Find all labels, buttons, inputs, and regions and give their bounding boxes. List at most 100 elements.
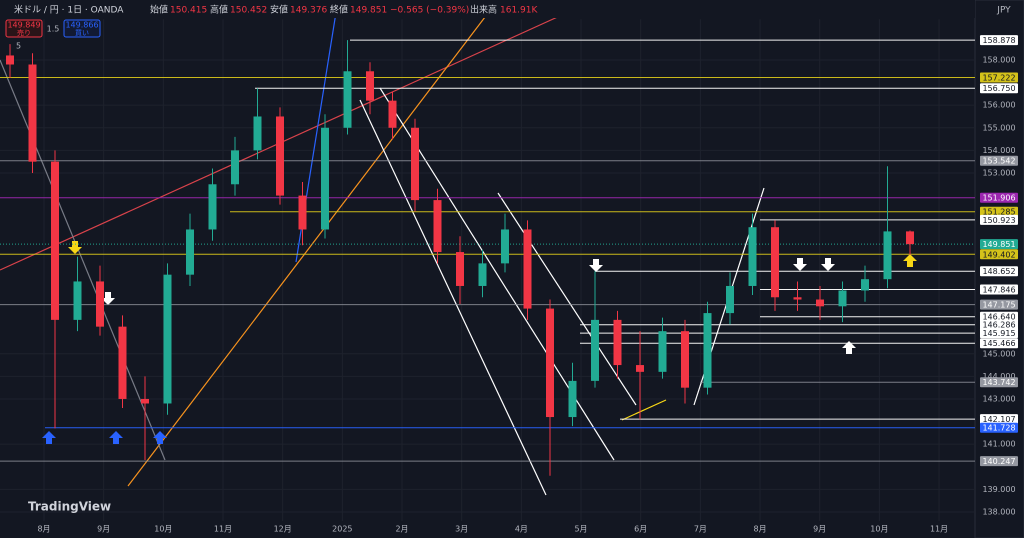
arrow (821, 258, 835, 271)
y-tick-label: 141.000 (982, 440, 1015, 449)
candle-body (658, 331, 667, 372)
symbol: 米ドル / 円 · 1日 · OANDA (14, 4, 124, 16)
level-label: 149.402 (982, 250, 1015, 259)
candle-body (591, 319, 599, 381)
ohlc-value: 150.415 (170, 6, 207, 16)
arrows (101, 258, 856, 354)
arrow (903, 254, 917, 267)
level-label-box (980, 214, 1018, 225)
level-label-box (980, 72, 1018, 83)
y-tick-label: 144.000 (982, 372, 1015, 381)
level-label-box (980, 338, 1018, 349)
ohlc-name: 終値 (330, 4, 348, 16)
candle-body (748, 227, 757, 286)
arrow (42, 431, 56, 444)
level-label-box (980, 377, 1018, 388)
level-label-box (980, 249, 1018, 260)
sell-button[interactable] (5, 19, 43, 38)
ohlc-value: 149.851 (350, 6, 387, 16)
arrows (42, 431, 167, 444)
ohlc-name: 高値 (210, 4, 228, 16)
candle-body (231, 150, 239, 185)
arrow (793, 258, 807, 271)
candle-body (636, 365, 644, 372)
level-label-box (980, 422, 1018, 433)
level-label-box (980, 284, 1018, 295)
x-tick-label: 11月 (214, 525, 232, 534)
y-tick-label: 153.000 (982, 168, 1015, 177)
arrow (589, 259, 603, 272)
x-tick-label: 3月 (455, 525, 468, 534)
level-label: 145.915 (982, 329, 1015, 338)
ohlc-name: 安値 (270, 4, 288, 16)
sell-price[interactable]: 149.849 (7, 21, 40, 30)
candle-body (73, 281, 82, 320)
x-tick-label: 9月 (97, 525, 110, 534)
x-tick-label: 2月 (395, 525, 408, 534)
candle-body (681, 331, 689, 388)
y-tick-label: 156.000 (982, 101, 1015, 110)
y-tick-label: 154.000 (982, 146, 1015, 155)
y-tick-label: 158.000 (982, 55, 1015, 64)
x-tick-label: 5月 (574, 525, 587, 534)
candle-body (141, 398, 149, 404)
ohlc-value: 150.452 (230, 6, 267, 16)
x-tick-label: 8月 (753, 525, 766, 534)
candle-body (6, 55, 14, 65)
level-label-box (980, 319, 1018, 330)
x-tick-label: 9月 (813, 525, 826, 534)
x-tick-label: 2025 (332, 525, 352, 534)
level-label-box (980, 299, 1018, 310)
candle-body (771, 227, 779, 298)
level-label-box (980, 456, 1018, 467)
trendline (621, 399, 667, 421)
level-label-box (980, 328, 1018, 339)
level-label: 147.175 (982, 301, 1015, 310)
y-tick-label: 139.000 (982, 485, 1015, 494)
candle-body (208, 184, 217, 230)
level-label-box (980, 192, 1018, 203)
buy-price[interactable]: 149.866 (65, 21, 98, 30)
buy-label[interactable]: 買い (75, 29, 89, 37)
arrow (101, 292, 115, 305)
level-label: 147.846 (982, 285, 1015, 294)
level-label: 142.107 (982, 415, 1015, 424)
ohlc-header: 始値 150.415 高値 150.452 安値 149.376 終値 149.851 −0.5… (150, 4, 538, 16)
candle-body (861, 279, 869, 291)
candle-body (51, 161, 59, 320)
candle-body (523, 229, 532, 309)
x-tick-label: 11月 (930, 525, 948, 534)
channel-line (0, 59, 166, 461)
candle-body (118, 326, 127, 399)
level-label-box (980, 206, 1018, 217)
candle-body (456, 252, 464, 286)
volume: 161.91K (500, 6, 538, 16)
x-tick-label: 10月 (154, 525, 172, 534)
currency[interactable]: JPY (996, 6, 1011, 16)
candle-body (388, 100, 397, 128)
arrow (68, 241, 82, 254)
candle-body (253, 116, 262, 151)
level-label: 158.878 (982, 36, 1015, 45)
level-label: 140.247 (982, 457, 1015, 466)
candle-body (906, 231, 914, 245)
candle-body (343, 71, 352, 128)
spread: 1.5 (47, 25, 60, 34)
channel-line (359, 99, 547, 496)
level-label: 149.851 (982, 240, 1015, 249)
buy-button[interactable] (63, 19, 101, 38)
x-tick-label: 12月 (274, 525, 292, 534)
candle-body (838, 290, 847, 307)
arrow (109, 431, 123, 444)
level-label: 146.640 (982, 313, 1015, 322)
brand: TradingView (28, 500, 111, 514)
candle-body (276, 116, 284, 196)
sell-label[interactable]: 売り (17, 28, 31, 37)
level-label-box (980, 414, 1018, 425)
level-label: 141.728 (982, 424, 1015, 433)
candle-body (433, 200, 442, 253)
candle-body (478, 263, 487, 286)
indicator-count[interactable]: 5 (16, 42, 21, 51)
